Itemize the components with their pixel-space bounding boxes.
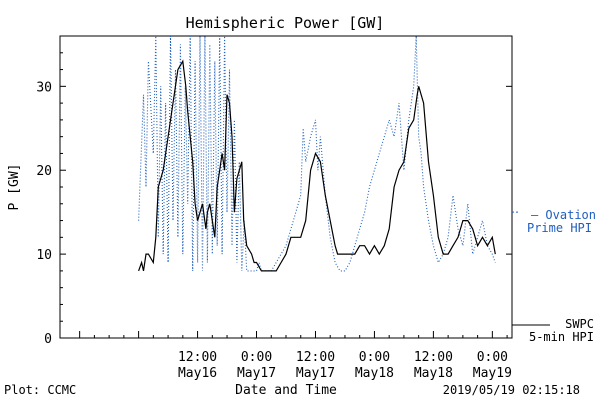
y-tick-label: 30 — [36, 80, 52, 95]
x-tick-time-label: 0:00 — [359, 350, 390, 365]
footer-timestamp: 2019/05/19 02:15:18 — [443, 383, 580, 397]
x-tick-date-label: May19 — [473, 366, 512, 381]
x-tick-time-label: 12:00 — [414, 350, 453, 365]
y-tick-label: 20 — [36, 164, 52, 179]
y-tick-label: 0 — [44, 332, 52, 347]
chart-title: Hemispheric Power [GW] — [186, 14, 385, 32]
footer-source: Plot: CCMC — [4, 383, 76, 397]
x-tick-time-label: 12:00 — [296, 350, 335, 365]
plot-frame — [59, 35, 513, 339]
y-axis-ticks: 0 10 20 30 — [36, 52, 512, 347]
x-tick-time-label: 0:00 — [477, 350, 508, 365]
x-tick-date-label: May17 — [296, 366, 335, 381]
x-tick-date-label: May16 — [178, 366, 217, 381]
x-tick-time-label: 12:00 — [178, 350, 217, 365]
x-axis-title: Date and Time — [235, 383, 337, 398]
series-layer — [138, 35, 496, 272]
x-tick-date-label: May18 — [414, 366, 453, 381]
x-tick-date-label: May17 — [237, 366, 276, 381]
y-tick-label: 10 — [36, 248, 52, 263]
legend-swpc-line2: 5-min HPI — [529, 330, 594, 344]
legend-swpc-line1: SWPC — [565, 317, 594, 331]
series-swpc-line — [138, 59, 496, 272]
x-tick-time-label: 0:00 — [241, 350, 272, 365]
x-axis-ticks: 12:00May160:00May1712:00May170:00May1812… — [79, 331, 512, 381]
legend-ovation-line1: — Ovation — [531, 208, 596, 222]
y-axis-title: P [GW] — [7, 164, 22, 211]
x-tick-date-label: May18 — [355, 366, 394, 381]
legend-ovation-line2: Prime HPI — [527, 221, 592, 235]
